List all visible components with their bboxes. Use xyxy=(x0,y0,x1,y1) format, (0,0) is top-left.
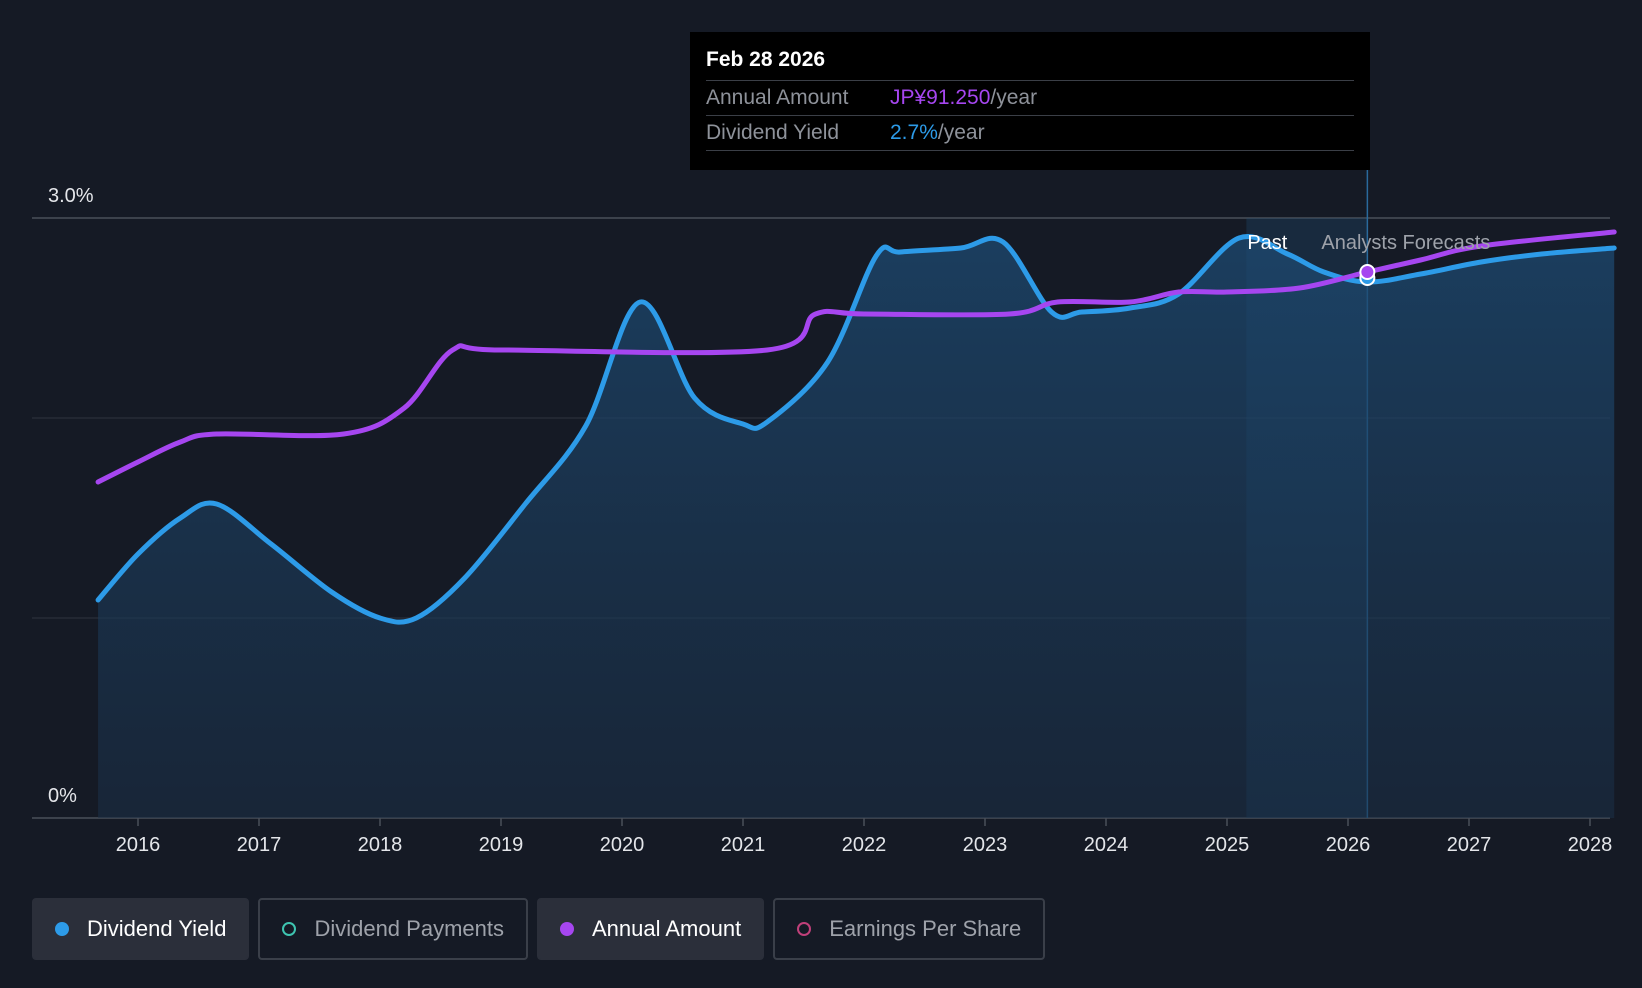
annual-amount-marker xyxy=(1359,264,1376,280)
tooltip-yield-unit: /year xyxy=(937,121,985,144)
x-tick-label: 2016 xyxy=(116,834,161,856)
x-tick-label: 2028 xyxy=(1568,834,1613,856)
legend-ring-icon xyxy=(282,922,297,936)
legend-annual-amount-button[interactable]: Annual Amount xyxy=(536,898,765,960)
legend-dot-icon xyxy=(55,922,69,936)
highlight-markers xyxy=(1359,264,1376,286)
tooltip-yield-row: Dividend Yield 2.7%/year xyxy=(706,116,1354,151)
x-tick-label: 2022 xyxy=(842,834,887,856)
x-tick-label: 2017 xyxy=(237,834,282,856)
tooltip-annual-label: Annual Amount xyxy=(706,86,849,109)
annual-amount-line xyxy=(95,229,1617,485)
legend-dividend-yield-button[interactable]: Dividend Yield xyxy=(32,898,250,960)
yield-area xyxy=(98,236,1615,818)
tooltip-yield-label: Dividend Yield xyxy=(706,121,840,144)
tooltip-date: Feb 28 2026 xyxy=(706,46,1354,81)
legend-label: Dividend Payments xyxy=(314,916,504,941)
x-tick-label: 2026 xyxy=(1326,834,1371,856)
x-tick-label: 2021 xyxy=(721,834,766,856)
tooltip-yield-value: 2.7% xyxy=(890,121,938,144)
series-lines xyxy=(95,229,1617,625)
legend-earnings-per-share-button[interactable]: Earnings Per Share xyxy=(773,898,1046,960)
tooltip-annual-unit: /year xyxy=(990,86,1038,109)
legend: Dividend Yield Dividend Payments Annual … xyxy=(32,898,1046,960)
axis-text: 3.0% 0% 2016 2017 2018 2019 2020 2021 2022 2023 20… xyxy=(48,185,1612,856)
tooltip-annual-row: Annual Amount JP¥91.250/year xyxy=(706,81,1354,116)
legend-label: Dividend Yield xyxy=(87,916,227,941)
legend-dividend-payments-button[interactable]: Dividend Payments xyxy=(258,898,528,960)
x-tick-label: 2020 xyxy=(600,834,645,856)
x-tick-label: 2023 xyxy=(963,834,1008,856)
legend-ring-icon xyxy=(797,922,812,936)
y-axis-label-top: 3.0% xyxy=(48,185,94,207)
y-axis-label-bottom: 0% xyxy=(48,785,77,807)
x-tick-label: 2027 xyxy=(1447,834,1492,856)
dividend-yield-line xyxy=(95,234,1617,625)
legend-label: Earnings Per Share xyxy=(829,916,1022,941)
legend-label: Annual Amount xyxy=(591,916,742,941)
x-tick-label: 2025 xyxy=(1205,834,1250,856)
tooltip-annual-value: JP¥91.250 xyxy=(890,86,991,109)
dividend-yield-area xyxy=(98,236,1615,818)
legend-dot-icon xyxy=(559,922,574,936)
past-label: Past xyxy=(1247,232,1287,254)
x-tick-label: 2024 xyxy=(1084,834,1129,856)
x-tick-label: 2018 xyxy=(358,834,403,856)
x-tick-label: 2019 xyxy=(479,834,524,856)
hover-tooltip: Feb 28 2026 Annual Amount JP¥91.250/year… xyxy=(690,32,1370,170)
analysts-forecasts-label: Analysts Forecasts xyxy=(1321,232,1490,254)
